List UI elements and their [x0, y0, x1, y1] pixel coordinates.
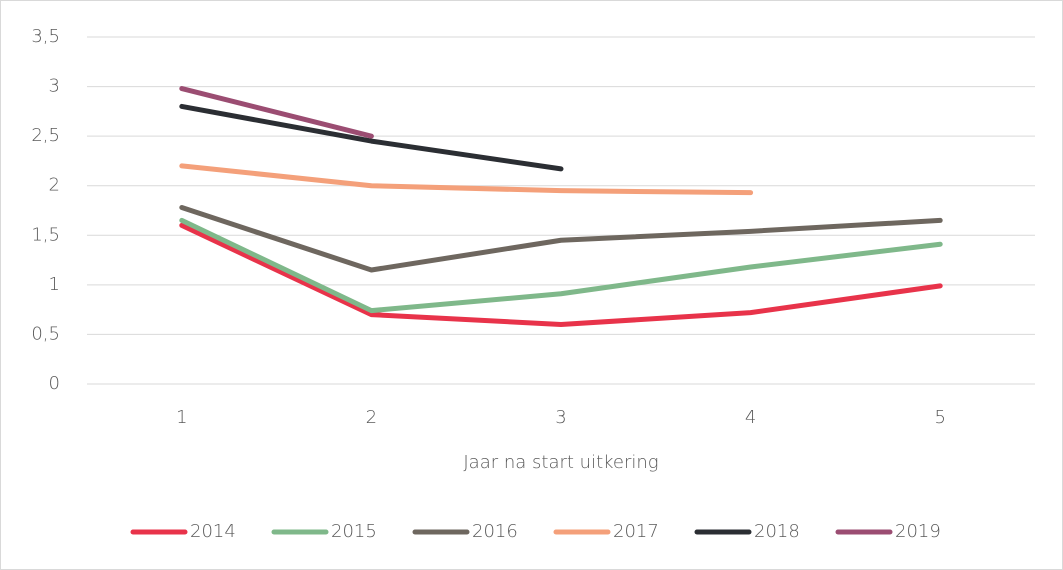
legend-label: 2019 — [895, 521, 941, 542]
x-tick-label: 1 — [176, 407, 187, 428]
series-line — [179, 205, 943, 273]
x-tick-label: 4 — [745, 407, 756, 428]
series-line — [179, 86, 374, 139]
y-tick-label: 0,5 — [31, 323, 60, 344]
legend-label: 2014 — [190, 521, 236, 542]
series-line — [179, 222, 943, 328]
x-tick-label: 2 — [366, 407, 377, 428]
legend-label: 2016 — [472, 521, 518, 542]
series-line — [179, 217, 943, 314]
y-tick-label: 1 — [49, 274, 60, 295]
y-tick-label: 2,5 — [31, 125, 60, 146]
y-tick-label: 0 — [49, 373, 60, 394]
y-tick-label: 1,5 — [31, 224, 60, 245]
legend-label: 2015 — [331, 521, 377, 542]
x-tick-label: 3 — [555, 407, 566, 428]
series-line — [179, 163, 754, 196]
x-tick-label: 5 — [934, 407, 945, 428]
y-tick-label: 2 — [49, 175, 60, 196]
legend-label: 2018 — [754, 521, 800, 542]
y-tick-label: 3 — [49, 76, 60, 97]
x-axis-title: Jaar na start uitkering — [463, 452, 658, 473]
legend-label: 2017 — [613, 521, 659, 542]
series-line — [179, 103, 564, 172]
y-tick-label: 3,5 — [31, 26, 60, 47]
